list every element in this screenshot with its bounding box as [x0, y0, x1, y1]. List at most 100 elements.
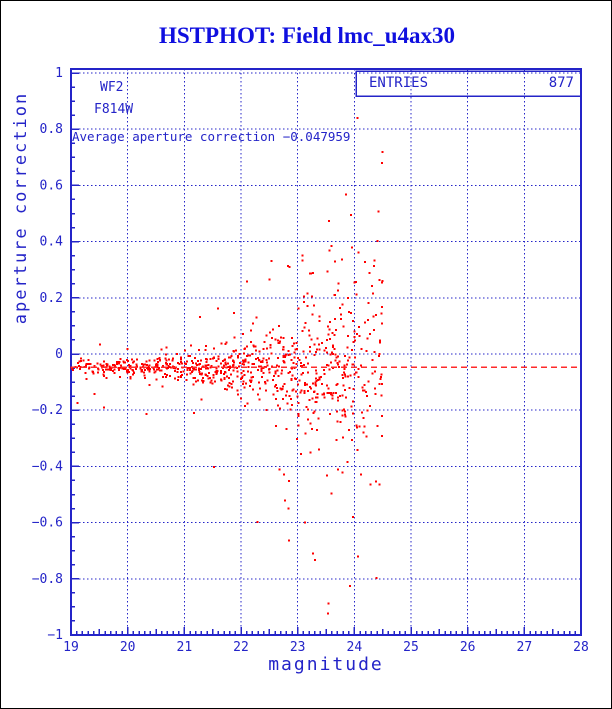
data-point [284, 499, 286, 502]
data-point [164, 353, 167, 356]
data-point [336, 410, 339, 413]
data-point [316, 393, 319, 395]
data-point [194, 368, 197, 371]
data-point [345, 396, 348, 399]
data-point [356, 555, 359, 558]
data-point [120, 364, 123, 367]
data-point [302, 363, 305, 366]
data-point [331, 394, 334, 397]
y-tick-label: −1 [47, 628, 63, 643]
data-point [146, 368, 149, 371]
data-point [315, 350, 317, 353]
data-point [311, 552, 314, 555]
data-point [335, 356, 338, 359]
data-point [238, 353, 241, 356]
data-point [82, 359, 85, 362]
data-point [286, 402, 289, 405]
data-point [258, 359, 261, 362]
data-point [276, 390, 279, 393]
x-tick-labels: 19 20 21 22 23 24 25 26 27 28 [63, 640, 589, 655]
data-point [258, 398, 261, 401]
data-point [350, 311, 353, 314]
data-point [333, 293, 336, 296]
data-point [241, 333, 244, 336]
data-point [169, 375, 172, 378]
data-point [189, 372, 192, 375]
data-point [330, 392, 333, 394]
data-point [330, 393, 333, 396]
data-point [145, 360, 148, 363]
data-point [224, 343, 227, 346]
data-point [198, 363, 201, 366]
data-point [144, 363, 147, 366]
data-point [336, 468, 339, 471]
data-point [156, 365, 158, 368]
data-point [373, 259, 376, 262]
data-point [316, 428, 319, 431]
data-point [330, 492, 333, 495]
data-point [126, 348, 129, 351]
data-point [381, 280, 384, 282]
data-point [326, 270, 329, 273]
data-point [300, 373, 303, 376]
data-point [269, 344, 272, 347]
y-tick-label: 0.4 [40, 235, 64, 250]
data-point [291, 389, 294, 392]
data-point [266, 379, 269, 382]
data-point [270, 352, 273, 355]
data-point [341, 258, 344, 261]
data-point [381, 305, 383, 308]
filter-label: F814W [94, 102, 134, 117]
data-point [201, 379, 203, 382]
data-point [279, 387, 282, 390]
data-point [363, 389, 366, 392]
data-point [140, 369, 143, 371]
data-point [131, 358, 133, 361]
data-point [240, 372, 243, 375]
data-point [177, 368, 180, 370]
data-point [332, 353, 334, 356]
data-point [341, 471, 344, 474]
data-point [204, 373, 207, 376]
data-point [124, 361, 127, 364]
x-tick-label: 24 [347, 640, 363, 655]
data-point [114, 364, 117, 367]
data-point [80, 359, 83, 362]
data-point [348, 356, 351, 359]
data-point [317, 378, 320, 381]
data-point [356, 117, 359, 120]
data-point [180, 375, 183, 378]
data-point [352, 412, 355, 415]
data-point [162, 364, 165, 367]
data-point [80, 357, 83, 360]
data-point [328, 249, 331, 252]
data-point [227, 366, 230, 368]
data-point [302, 295, 305, 298]
data-point [297, 402, 300, 405]
data-point [179, 371, 182, 374]
data-point [319, 376, 322, 378]
data-point [76, 402, 79, 405]
data-point [222, 364, 225, 367]
data-point [180, 358, 182, 361]
data-point [290, 379, 293, 382]
data-point [280, 372, 283, 375]
data-point [358, 326, 360, 329]
data-point [215, 371, 218, 374]
data-point [349, 374, 352, 377]
data-point [325, 384, 328, 387]
data-point [251, 322, 254, 325]
data-point [327, 364, 330, 367]
data-point [284, 394, 287, 397]
data-point [328, 413, 331, 416]
data-point [105, 368, 108, 371]
data-point [300, 389, 303, 392]
data-point [339, 395, 342, 398]
data-point [241, 362, 244, 365]
data-point [372, 315, 375, 318]
data-point [262, 357, 265, 360]
data-point [314, 383, 317, 386]
data-point [346, 363, 349, 366]
data-point [302, 350, 305, 353]
data-point [99, 343, 102, 346]
